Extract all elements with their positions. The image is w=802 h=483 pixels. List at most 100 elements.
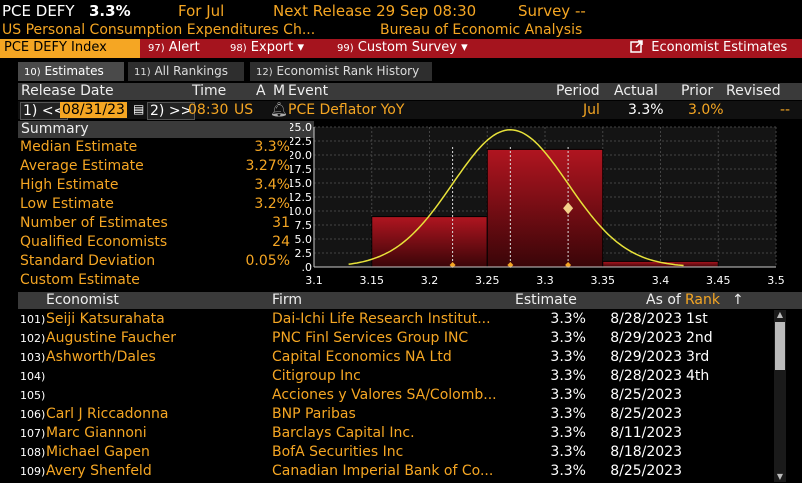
- row-number[interactable]: 102): [20, 332, 46, 345]
- export-menu[interactable]: 98) Export ▾: [230, 40, 304, 55]
- row-number[interactable]: 105): [20, 389, 46, 402]
- release-row: 1) << 08/31/23 ▤ 2) >> 08:30 US 🔔︎ PCE D…: [18, 101, 802, 120]
- table-row[interactable]: 105) Acciones y Valores SA/Colomb... 3.3% 8…: [18, 387, 774, 406]
- economist-estimates-link[interactable]: Economist Estimates: [630, 40, 787, 55]
- scroll-up-icon[interactable]: ▲: [776, 310, 784, 319]
- economist-name[interactable]: Augustine Faucher: [46, 330, 176, 346]
- estimate-value: 3.3%: [550, 349, 586, 365]
- release-date-input[interactable]: 08/31/23: [60, 102, 127, 118]
- row-number[interactable]: 104): [20, 370, 46, 383]
- economist-name[interactable]: Ashworth/Dales: [46, 349, 156, 365]
- col-revised: Revised: [726, 83, 781, 99]
- summary-row: Low Estimate 3.2%: [18, 196, 290, 215]
- row-number[interactable]: 101): [20, 313, 46, 326]
- firm-name[interactable]: Dai-Ichi Life Research Institut...: [272, 311, 491, 327]
- firm-name[interactable]: Acciones y Valores SA/Colomb...: [272, 387, 497, 403]
- table-row[interactable]: 102) Augustine Faucher PNC Finl Services G…: [18, 330, 774, 349]
- summary-row: Standard Deviation 0.05%: [18, 253, 290, 272]
- table-row[interactable]: 107) Marc Giannoni Barclays Capital Inc. 3.…: [18, 425, 774, 444]
- firm-name[interactable]: PNC Finl Services Group INC: [272, 330, 469, 346]
- as-of-date: 8/28/2023: [610, 368, 682, 384]
- summary-value: 0.05%: [245, 253, 290, 269]
- summary-row: Custom Estimate: [18, 272, 290, 291]
- scrollbar-thumb[interactable]: [775, 322, 785, 370]
- summary-row: Median Estimate 3.3%: [18, 139, 290, 158]
- col-rank[interactable]: Rank: [685, 292, 720, 308]
- alert-menu[interactable]: 97) Alert: [148, 40, 200, 55]
- custom-survey-menu[interactable]: 99) Custom Survey ▾: [337, 40, 468, 55]
- title-bar: PCE DEFY 3.3% For Jul Next Release 29 Se…: [0, 0, 802, 22]
- firm-name[interactable]: Barclays Capital Inc.: [272, 425, 415, 441]
- summary-key: High Estimate: [20, 177, 119, 193]
- release-period: Jul: [583, 102, 600, 118]
- x-tick-label: 3.4: [652, 274, 670, 287]
- ticker-label: PCE DEFY: [2, 2, 75, 20]
- row-number[interactable]: 108): [20, 446, 46, 459]
- x-tick-label: 3.45: [706, 274, 731, 287]
- estimate-value: 3.3%: [550, 387, 586, 403]
- table-scrollbar[interactable]: ▲ ▼: [774, 310, 786, 482]
- economist-name[interactable]: Avery Shenfeld: [46, 463, 152, 479]
- tab-all-rankings[interactable]: 11) All Rankings: [128, 62, 244, 81]
- prev-release-button[interactable]: 1) <<: [20, 102, 69, 120]
- row-number[interactable]: 109): [20, 465, 46, 478]
- firm-name[interactable]: Capital Economics NA Ltd: [272, 349, 452, 365]
- x-tick-label: 3.15: [360, 274, 385, 287]
- next-release-button[interactable]: 2) >>: [147, 102, 196, 120]
- tab-economist-rank-history[interactable]: 12) Economist Rank History: [250, 62, 432, 81]
- table-row[interactable]: 103) Ashworth/Dales Capital Economics NA L…: [18, 349, 774, 368]
- as-of-date: 8/25/2023: [610, 463, 682, 479]
- release-time: 08:30: [188, 102, 229, 118]
- economist-name[interactable]: Marc Giannoni: [46, 425, 147, 441]
- summary-header: Summary: [18, 121, 314, 138]
- col-actual: Actual: [614, 83, 658, 99]
- col-as-of[interactable]: As of: [646, 292, 681, 308]
- firm-name[interactable]: Citigroup Inc: [272, 368, 361, 384]
- y-tick-label: 2.5: [295, 247, 313, 260]
- summary-key: Low Estimate: [20, 196, 114, 212]
- table-row[interactable]: 109) Avery Shenfeld Canadian Imperial Bank…: [18, 463, 774, 482]
- col-m: M: [273, 83, 286, 99]
- firm-name[interactable]: Canadian Imperial Bank of Co...: [272, 463, 494, 479]
- menu-bar: PCE DEFY Index 97) Alert 98) Export ▾ 99…: [0, 39, 802, 58]
- col-release-date: Release Date: [21, 83, 114, 99]
- summary-row: Average Estimate 3.27%: [18, 158, 290, 177]
- event-name[interactable]: PCE Deflator YoY: [288, 102, 405, 118]
- as-of-date: 8/25/2023: [610, 406, 682, 422]
- bell-icon[interactable]: 🔔︎: [270, 102, 288, 118]
- col-estimate[interactable]: Estimate: [515, 292, 577, 308]
- row-number[interactable]: 107): [20, 427, 46, 440]
- summary-key: Median Estimate: [20, 139, 138, 155]
- security-index-box[interactable]: PCE DEFY Index: [0, 39, 140, 58]
- col-economist[interactable]: Economist: [46, 292, 119, 308]
- y-tick-label: 12.5: [290, 191, 312, 204]
- firm-name[interactable]: BofA Securities Inc: [272, 444, 404, 460]
- economist-name[interactable]: Carl J Riccadonna: [46, 406, 169, 422]
- as-of-date: 8/29/2023: [610, 330, 682, 346]
- y-tick-label: 20.0: [290, 149, 312, 162]
- economist-name[interactable]: Seiji Katsurahata: [46, 311, 165, 327]
- sort-ascending-icon[interactable]: ↑: [732, 292, 744, 308]
- indicator-full-name: US Personal Consumption Expenditures Ch.…: [2, 22, 316, 38]
- y-tick-label: 15.0: [290, 177, 312, 190]
- table-row[interactable]: 108) Michael Gapen BofA Securities Inc 3.3%…: [18, 444, 774, 463]
- table-row[interactable]: 101) Seiji Katsurahata Dai-Ichi Life Resea…: [18, 311, 774, 330]
- col-firm[interactable]: Firm: [272, 292, 303, 308]
- economist-table-header: Economist Firm Estimate As of Rank ↑: [18, 292, 802, 309]
- summary-value: 3.2%: [254, 196, 290, 212]
- summary-value: 3.3%: [254, 139, 290, 155]
- summary-row: Qualified Economists 24: [18, 234, 290, 253]
- economist-name[interactable]: Michael Gapen: [46, 444, 150, 460]
- row-number[interactable]: 106): [20, 408, 46, 421]
- scroll-down-icon[interactable]: ▼: [776, 472, 784, 481]
- col-event: Event: [288, 83, 329, 99]
- summary-value: 3.27%: [245, 158, 290, 174]
- release-header: Release Date Time A M Event Period Actua…: [18, 83, 802, 100]
- calendar-icon[interactable]: ▤: [133, 102, 145, 116]
- external-link-icon: [630, 40, 643, 53]
- row-number[interactable]: 103): [20, 351, 46, 364]
- firm-name[interactable]: BNP Paribas: [272, 406, 356, 422]
- table-row[interactable]: 106) Carl J Riccadonna BNP Paribas 3.3% 8/25…: [18, 406, 774, 425]
- table-row[interactable]: 104) Citigroup Inc 3.3% 8/28/2023 4th: [18, 368, 774, 387]
- tab-estimates[interactable]: 10) Estimates: [18, 62, 124, 81]
